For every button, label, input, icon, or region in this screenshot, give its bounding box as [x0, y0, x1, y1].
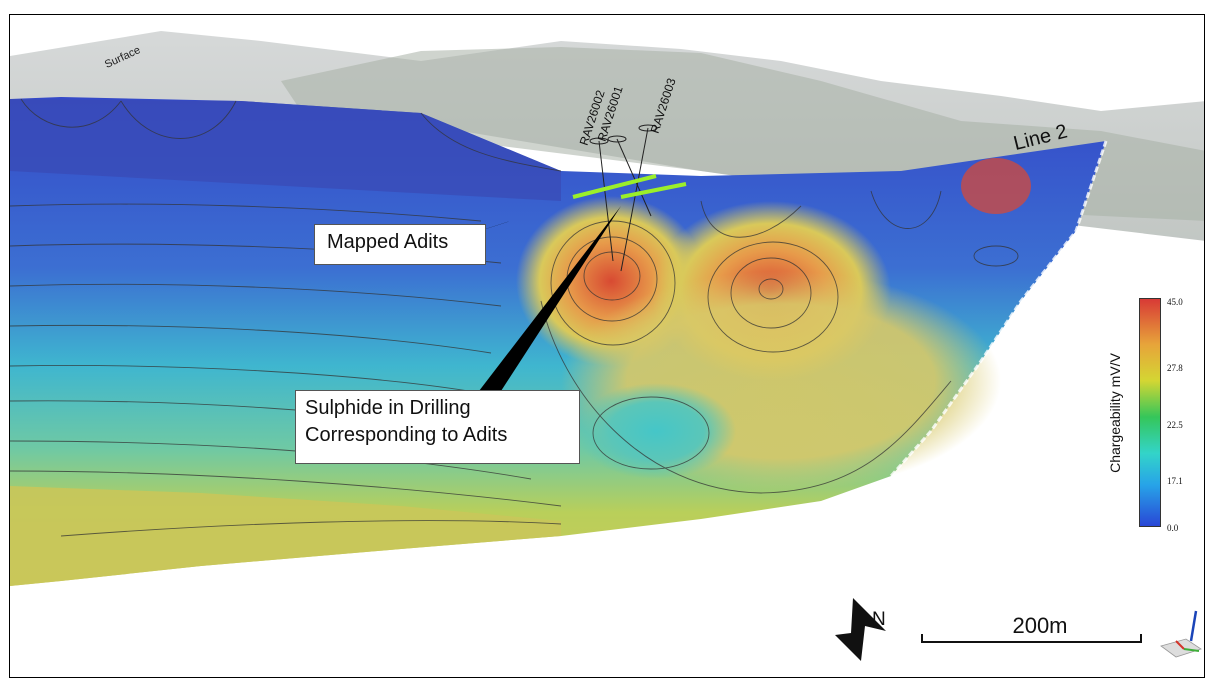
north-arrow-icon: [835, 598, 886, 661]
lower-yellow: [10, 486, 561, 586]
low-zone: [576, 383, 736, 479]
adits-pointer: [461, 204, 563, 237]
adits: [572, 174, 687, 199]
drillhole-traces: [589, 124, 658, 272]
scale-label: 200m: [1012, 613, 1068, 638]
colorbar-tick-2: 27.8: [1167, 363, 1183, 373]
map-frame: Surface Line 2 RAV26002 RAV26001 RAV2600…: [9, 14, 1205, 678]
near-surface-blue: [10, 99, 561, 201]
north-label: N: [872, 609, 886, 630]
section-scene: [10, 31, 1204, 661]
section-edge: [889, 140, 1108, 477]
colorbar-title: Chargeability mV/V: [1107, 353, 1123, 473]
anomaly-line2: [961, 158, 1031, 214]
colorbar-tick-max: 45.0: [1167, 297, 1183, 307]
callout-mapped-adits: Mapped Adits: [314, 224, 486, 265]
colorbar-tick-4: 17.1: [1167, 476, 1183, 486]
axes-triad-icon: [1160, 610, 1202, 658]
contour-lines: [10, 98, 1019, 537]
callout-sulphide-line2: Corresponding to Adits: [305, 424, 508, 446]
colorbar-tick-3: 22.5: [1167, 420, 1183, 430]
colorbar-tick-min: 0.0: [1167, 523, 1179, 533]
callout-sulphide: Sulphide in Drilling Corresponding to Ad…: [295, 390, 580, 464]
scale-bar: [921, 634, 1142, 643]
colorbar: [1139, 298, 1161, 527]
callout-sulphide-line1: Sulphide in Drilling: [305, 397, 471, 419]
callout-adits-text: Mapped Adits: [327, 231, 449, 253]
sulphide-pointer: [479, 206, 621, 391]
